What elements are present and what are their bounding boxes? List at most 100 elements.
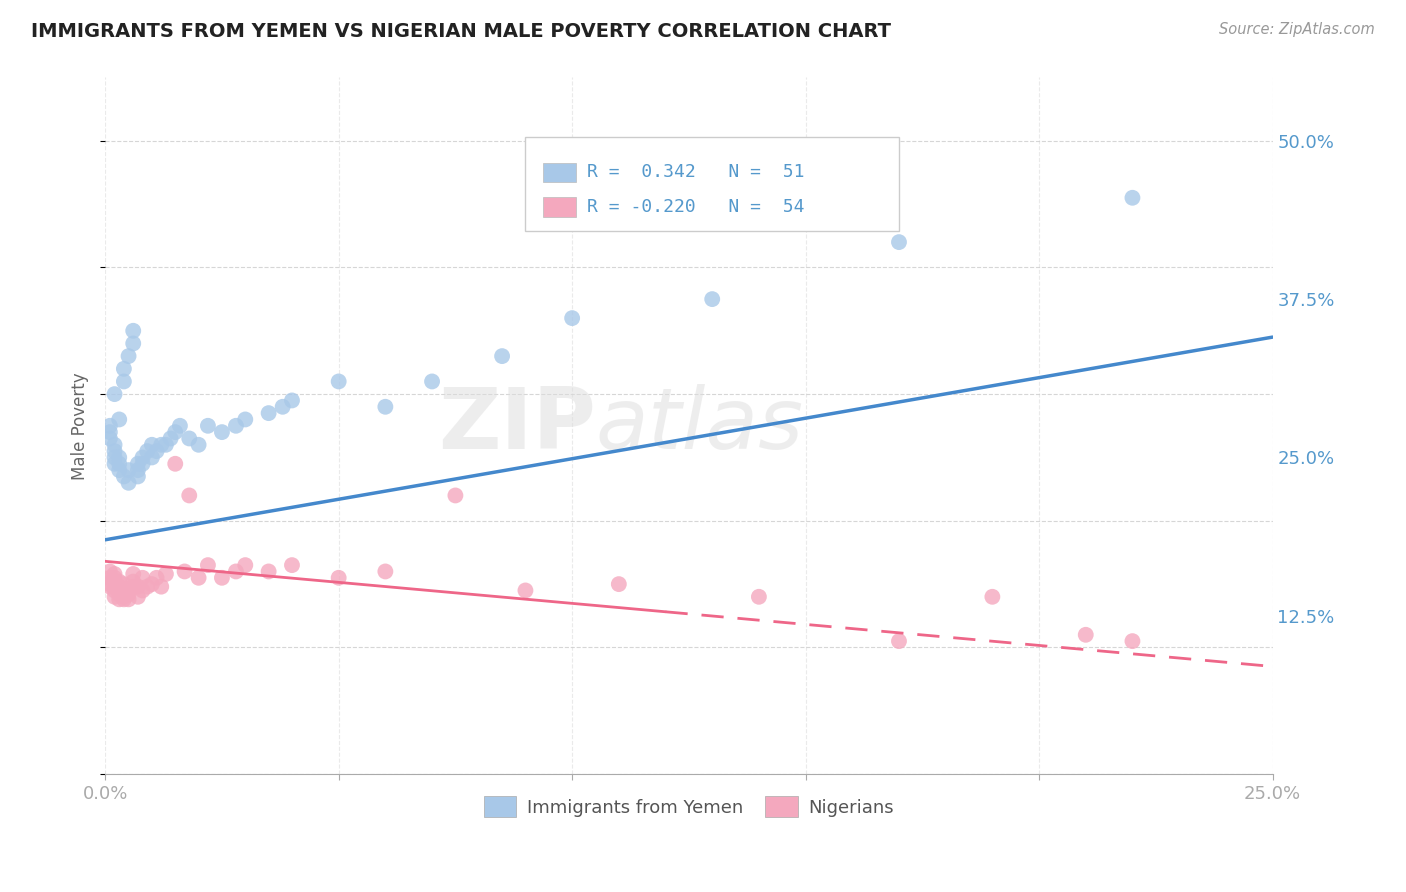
Point (155, 566, 177, 581)
Text: ZIP: ZIP (437, 384, 596, 467)
Point (374, 400, 396, 414)
Point (515, 583, 537, 598)
Text: R = -0.220   N =  54: R = -0.220 N = 54 (588, 198, 804, 216)
Point (159, 432, 181, 446)
Bar (543, 197, 575, 217)
Point (444, 488, 467, 502)
Point (131, 450, 153, 465)
Point (136, 580, 159, 594)
Point (103, 580, 125, 594)
Point (165, 457, 187, 471)
FancyBboxPatch shape (526, 136, 898, 231)
Point (150, 438, 173, 452)
Point (748, 590, 770, 604)
Point (122, 324, 145, 338)
Point (108, 457, 131, 471)
Point (103, 387, 125, 401)
Point (108, 583, 131, 598)
Point (187, 571, 209, 585)
Point (108, 450, 131, 465)
Point (103, 566, 125, 581)
Point (98, 418, 121, 433)
Point (117, 592, 139, 607)
Point (607, 577, 630, 591)
Point (122, 574, 145, 589)
Point (117, 463, 139, 477)
Point (117, 582, 139, 597)
Point (117, 587, 139, 601)
Bar (543, 162, 575, 182)
Point (103, 438, 125, 452)
Point (257, 565, 280, 579)
Point (271, 400, 294, 414)
Point (98, 571, 121, 585)
Point (103, 590, 125, 604)
Point (257, 406, 280, 420)
Point (112, 577, 135, 591)
Point (112, 375, 135, 389)
Point (211, 571, 233, 585)
Point (155, 438, 177, 452)
Text: R =  0.342   N =  51: R = 0.342 N = 51 (588, 163, 804, 181)
Point (145, 571, 167, 585)
Point (98, 580, 121, 594)
Point (112, 590, 135, 604)
Point (187, 438, 209, 452)
Point (233, 412, 256, 426)
Point (108, 463, 131, 477)
Point (141, 450, 163, 465)
Point (702, 292, 724, 306)
Legend: Immigrants from Yemen, Nigerians: Immigrants from Yemen, Nigerians (477, 789, 901, 824)
Point (103, 444, 125, 458)
Point (281, 558, 304, 573)
Point (179, 432, 201, 446)
Point (420, 375, 443, 389)
Point (1121, 191, 1143, 205)
Point (887, 235, 910, 249)
Point (127, 580, 149, 594)
Point (225, 418, 247, 433)
Point (561, 311, 583, 326)
Point (197, 418, 219, 433)
Point (145, 444, 167, 458)
Point (103, 457, 125, 471)
Point (108, 587, 131, 601)
Point (103, 450, 125, 465)
Point (122, 336, 145, 351)
Y-axis label: Male Poverty: Male Poverty (72, 372, 89, 480)
Point (103, 574, 125, 589)
Point (127, 463, 149, 477)
Point (150, 580, 173, 594)
Point (103, 583, 125, 598)
Point (112, 583, 135, 598)
Point (108, 412, 131, 426)
Point (141, 577, 163, 591)
Point (141, 438, 163, 452)
Point (112, 592, 135, 607)
Point (127, 457, 149, 471)
Point (179, 488, 201, 502)
Point (122, 566, 145, 581)
Point (173, 565, 195, 579)
Point (491, 349, 513, 363)
Point (117, 349, 139, 363)
Text: Source: ZipAtlas.com: Source: ZipAtlas.com (1219, 22, 1375, 37)
Point (98, 432, 121, 446)
Point (108, 580, 131, 594)
Text: IMMIGRANTS FROM YEMEN VS NIGERIAN MALE POVERTY CORRELATION CHART: IMMIGRANTS FROM YEMEN VS NIGERIAN MALE P… (31, 22, 891, 41)
Point (281, 393, 304, 408)
Point (225, 565, 247, 579)
Point (131, 583, 153, 598)
Text: atlas: atlas (596, 384, 803, 467)
Point (98, 425, 121, 439)
Point (211, 425, 233, 439)
Point (108, 592, 131, 607)
Point (131, 457, 153, 471)
Point (1121, 634, 1143, 648)
Point (197, 558, 219, 573)
Point (981, 590, 1004, 604)
Point (131, 571, 153, 585)
Point (136, 444, 159, 458)
Point (122, 580, 145, 594)
Point (169, 418, 191, 433)
